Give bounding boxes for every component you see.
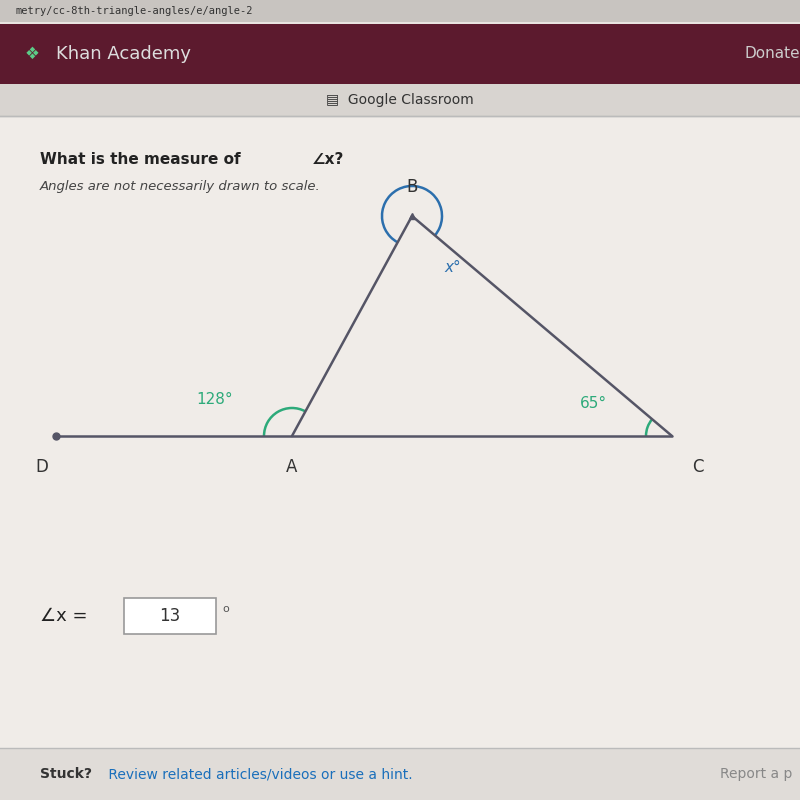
Text: 65°: 65° [580,397,607,411]
Bar [0,24,800,84]
Text: 13: 13 [159,607,181,625]
Bar [0,116,800,800]
Text: D: D [35,458,48,477]
Text: Khan Academy: Khan Academy [56,45,191,63]
Text: A: A [286,458,298,477]
Text: ∠x?: ∠x? [312,152,344,167]
Text: ▤  Google Classroom: ▤ Google Classroom [326,93,474,107]
Bar [0,748,800,800]
FancyBboxPatch shape [124,598,216,634]
Text: metry/cc-8th-triangle-angles/e/angle-2: metry/cc-8th-triangle-angles/e/angle-2 [16,6,254,16]
Bar [0,0,800,22]
Text: C: C [692,458,703,477]
Text: ∠x =: ∠x = [40,607,87,625]
Text: 128°: 128° [196,393,233,407]
Text: Donate: Donate [744,46,800,62]
Bar [0,84,800,116]
Text: x°: x° [444,261,461,275]
Text: What is the measure of: What is the measure of [40,152,246,167]
Text: Stuck?: Stuck? [40,767,92,781]
Text: Angles are not necessarily drawn to scale.: Angles are not necessarily drawn to scal… [40,180,321,193]
Text: ❖: ❖ [25,45,39,63]
Text: Report a p: Report a p [720,767,792,781]
Text: B: B [406,178,418,196]
Text: o: o [222,604,229,614]
Text: Review related articles/videos or use a hint.: Review related articles/videos or use a … [104,767,413,781]
